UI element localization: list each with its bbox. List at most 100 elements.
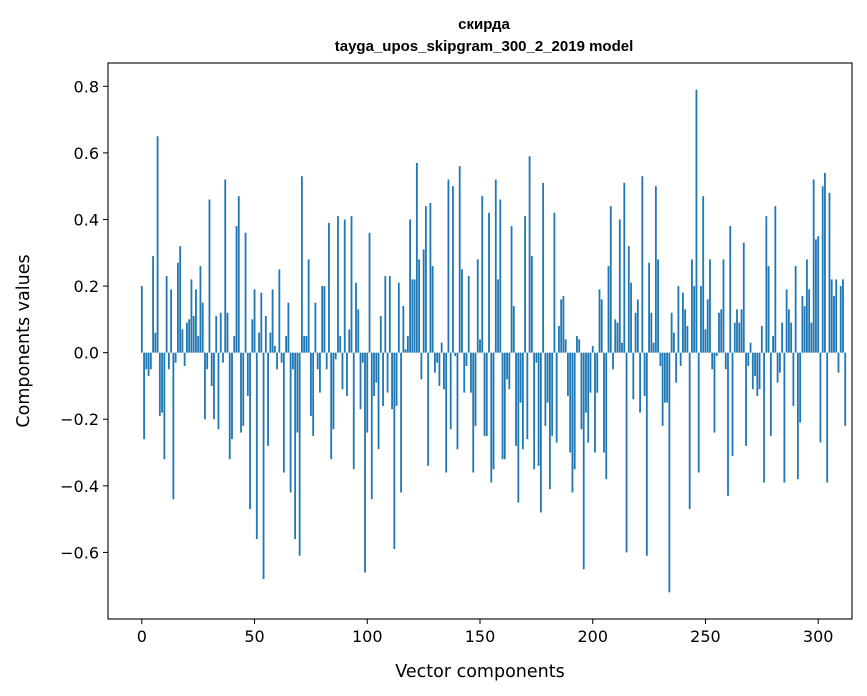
bar: [413, 279, 416, 353]
bar: [585, 352, 587, 413]
bar: [233, 336, 236, 353]
bar: [267, 352, 269, 446]
bar: [411, 279, 414, 353]
bar: [535, 352, 538, 363]
bar: [582, 352, 585, 570]
bar: [262, 352, 265, 580]
bar: [479, 339, 481, 353]
chart-title: скирда: [458, 16, 510, 33]
bar: [282, 352, 285, 473]
bar: [842, 279, 844, 353]
bar: [280, 352, 283, 363]
bar: [332, 352, 335, 430]
bar: [418, 259, 421, 353]
bar: [359, 352, 362, 410]
bar: [627, 246, 630, 353]
bar: [476, 259, 479, 353]
bar: [312, 352, 315, 436]
bar: [156, 136, 159, 353]
bar: [158, 352, 161, 416]
bar: [215, 316, 218, 353]
bar: [434, 352, 436, 373]
bar: [530, 256, 533, 353]
bar: [558, 326, 560, 353]
bar: [368, 232, 371, 353]
bar: [447, 179, 450, 353]
bar: [364, 352, 366, 573]
bar: [751, 352, 754, 390]
bar: [217, 352, 220, 430]
bar: [645, 352, 648, 556]
bar: [190, 279, 193, 353]
bar: [715, 352, 718, 356]
bar: [826, 352, 829, 483]
bar: [237, 196, 240, 353]
bar: [346, 352, 348, 396]
bar: [641, 176, 644, 353]
bar: [742, 242, 745, 353]
bar: [361, 352, 364, 363]
bar: [763, 352, 765, 483]
bar: [440, 342, 443, 353]
bar: [186, 322, 188, 353]
plot-frame: [107, 62, 853, 620]
bar: [754, 352, 756, 376]
bar: [672, 332, 675, 353]
bar: [422, 249, 425, 353]
bar: [490, 352, 493, 483]
bar: [546, 352, 549, 403]
bar: [271, 289, 274, 353]
bar: [258, 332, 260, 353]
bar: [436, 352, 439, 363]
bar: [463, 352, 466, 393]
bar: [253, 289, 256, 353]
bar: [785, 289, 788, 353]
chart-subtitle: tayga_upos_skipgram_300_2_2019 model: [335, 38, 634, 55]
bar: [564, 339, 567, 353]
bar: [799, 352, 802, 423]
bar: [300, 176, 303, 353]
bar: [830, 279, 833, 353]
bar: [623, 182, 626, 353]
bar: [569, 352, 572, 453]
bar: [334, 352, 337, 360]
bar: [539, 352, 542, 513]
bar: [548, 352, 551, 490]
bar: [571, 352, 574, 493]
bar: [454, 352, 457, 356]
bar: [765, 216, 768, 353]
bar: [474, 352, 477, 426]
bar: [438, 352, 441, 386]
bar: [652, 342, 655, 353]
bar: [149, 352, 152, 370]
bar: [501, 352, 504, 460]
bar: [402, 306, 405, 353]
bar: [596, 352, 599, 393]
bar: [323, 286, 326, 353]
bar: [542, 182, 545, 353]
bar: [670, 312, 673, 353]
bar: [255, 352, 258, 540]
bar: [639, 352, 641, 413]
bar: [319, 352, 321, 393]
bar: [833, 296, 835, 353]
bar: [736, 309, 738, 353]
bar: [395, 352, 398, 406]
bar: [544, 352, 547, 426]
bar: [291, 352, 294, 370]
x-tick-label: 250: [690, 627, 721, 646]
bar: [718, 312, 720, 353]
y-axis-ticks: −0.6 −0.4 −0.2 0.0 0.2 0.4 0.6 0.8: [60, 77, 108, 562]
bar: [397, 282, 400, 353]
bar: [817, 236, 820, 353]
bar: [731, 352, 734, 456]
bar: [330, 352, 333, 460]
bar: [145, 352, 148, 370]
bar: [269, 332, 272, 353]
bar: [273, 345, 276, 353]
bar: [260, 292, 263, 353]
bar: [594, 352, 596, 453]
y-tick-label: −0.4: [60, 477, 99, 496]
bar: [208, 199, 211, 353]
bar: [445, 352, 448, 473]
